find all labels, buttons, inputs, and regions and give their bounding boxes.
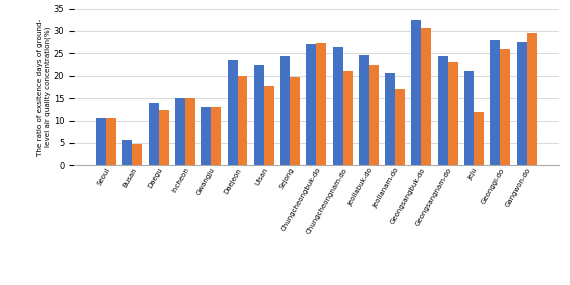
- Bar: [254, 64, 264, 165]
- Bar: [316, 44, 327, 165]
- Bar: [185, 98, 195, 165]
- Bar: [412, 20, 421, 165]
- Bar: [158, 110, 169, 165]
- Y-axis label: The ratio of exsitence days of ground-
level air quality concentration(%): The ratio of exsitence days of ground- l…: [37, 18, 51, 156]
- Bar: [395, 89, 405, 165]
- Bar: [369, 64, 379, 165]
- Bar: [123, 140, 132, 165]
- Bar: [175, 98, 185, 165]
- Bar: [132, 144, 142, 165]
- Bar: [343, 71, 353, 165]
- Bar: [227, 60, 238, 165]
- Bar: [527, 33, 536, 165]
- Bar: [280, 56, 290, 165]
- Bar: [264, 86, 274, 165]
- Bar: [464, 71, 474, 165]
- Bar: [474, 111, 484, 165]
- Bar: [490, 40, 500, 165]
- Bar: [516, 42, 527, 165]
- Bar: [448, 62, 458, 165]
- Bar: [500, 49, 510, 165]
- Bar: [106, 118, 116, 165]
- Bar: [96, 118, 106, 165]
- Bar: [385, 73, 395, 165]
- Bar: [149, 103, 158, 165]
- Bar: [238, 76, 247, 165]
- Bar: [201, 107, 211, 165]
- Bar: [290, 77, 300, 165]
- Bar: [333, 47, 343, 165]
- Bar: [306, 44, 316, 165]
- Bar: [211, 107, 221, 165]
- Bar: [359, 55, 369, 165]
- Bar: [421, 28, 431, 165]
- Bar: [438, 56, 448, 165]
